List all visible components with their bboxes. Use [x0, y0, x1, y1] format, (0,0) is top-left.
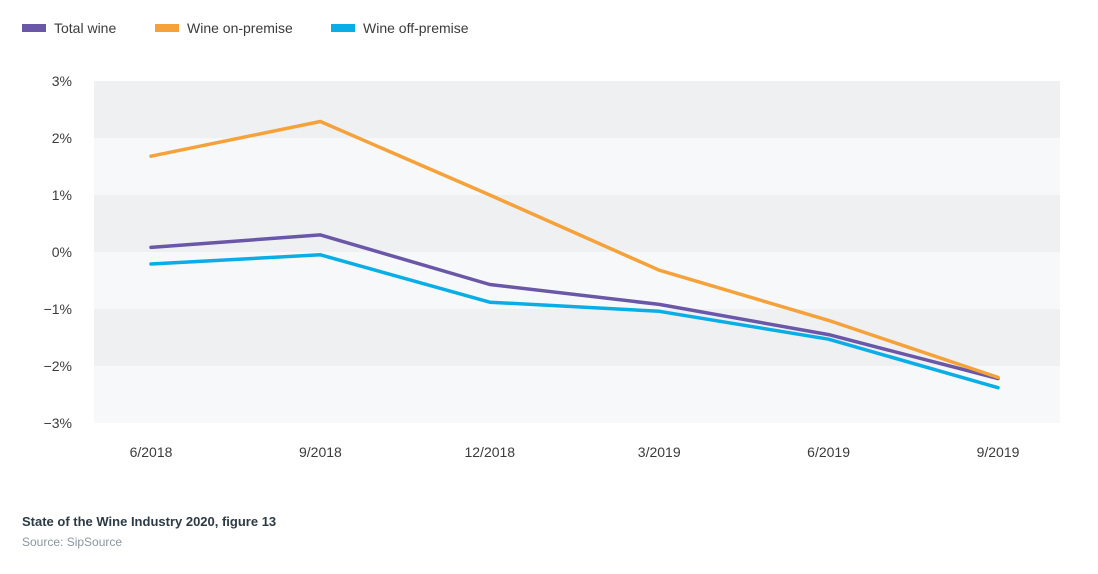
grid-band	[94, 252, 1060, 309]
series-lines	[149, 119, 1000, 390]
legend-swatch	[155, 24, 179, 32]
figure-source: Source: SipSource	[22, 535, 123, 549]
line-chart: Total wine Wine on-premise Wine off-premis…	[22, 20, 1060, 460]
grid-bands	[94, 81, 1060, 423]
y-tick-label: 3%	[52, 73, 72, 89]
y-tick-label: 1%	[52, 187, 72, 203]
grid-band	[94, 81, 1060, 138]
series-line-wine-off-premise	[149, 253, 1000, 390]
grid-band	[94, 366, 1060, 423]
series-line-wine-on-premise	[149, 119, 1000, 380]
legend-swatch	[331, 24, 355, 32]
x-tick-label: 9/2019	[977, 444, 1020, 460]
grid-band	[94, 195, 1060, 252]
y-tick-label: −2%	[44, 358, 72, 374]
x-axis-ticks: 6/2018 9/2018 12/2018 3/2019 6/2019 9/2019	[130, 444, 1020, 460]
figure-caption: State of the Wine Industry 2020, figure …	[22, 514, 277, 529]
x-tick-label: 12/2018	[464, 444, 515, 460]
x-tick-label: 6/2019	[807, 444, 850, 460]
y-tick-label: 2%	[52, 130, 72, 146]
y-tick-label: 0%	[52, 244, 72, 260]
x-tick-label: 6/2018	[130, 444, 173, 460]
grid-band	[94, 138, 1060, 195]
legend-label: Wine on-premise	[187, 20, 293, 36]
y-tick-label: −3%	[44, 415, 72, 431]
y-axis-ticks: 3% 2% 1% 0% −1% −2% −3%	[44, 73, 72, 431]
legend-swatch	[22, 24, 46, 32]
legend: Total wine Wine on-premise Wine off-premis…	[22, 20, 469, 36]
series-line-total-wine	[149, 233, 1000, 381]
x-tick-label: 9/2018	[299, 444, 342, 460]
x-tick-label: 3/2019	[638, 444, 681, 460]
grid-band	[94, 309, 1060, 366]
legend-label: Total wine	[54, 20, 116, 36]
y-tick-label: −1%	[44, 301, 72, 317]
legend-label: Wine off-premise	[363, 20, 469, 36]
